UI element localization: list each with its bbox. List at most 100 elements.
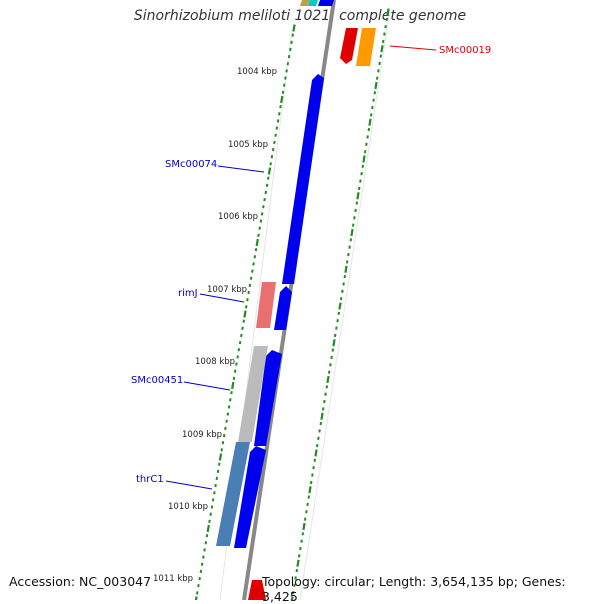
minor-tick: [235, 370, 236, 373]
minor-tick: [264, 198, 265, 201]
minor-tick: [218, 470, 219, 473]
minor-tick: [262, 212, 263, 215]
minor-tick: [270, 162, 271, 165]
minor-tick: [207, 534, 208, 537]
minor-tick: [225, 427, 226, 430]
minor-tick: [217, 477, 218, 480]
outer-tick-ring: [291, 9, 388, 600]
minor-tick: [284, 84, 285, 87]
minor-tick: [263, 205, 264, 208]
major-tick: [281, 96, 282, 103]
minor-tick: [283, 91, 284, 94]
minor-tick: [206, 541, 207, 544]
major-tick: [387, 9, 388, 16]
major-tick: [381, 45, 382, 52]
minor-tick: [223, 441, 224, 444]
major-tick: [333, 339, 334, 346]
minor-tick: [239, 348, 240, 351]
major-tick: [357, 192, 358, 199]
accession-text: Accession: NC_003047: [9, 574, 151, 589]
minor-tick: [240, 341, 241, 344]
minor-tick: [226, 420, 227, 423]
major-tick: [303, 523, 304, 530]
pointer-rimj: [200, 294, 244, 302]
minor-tick: [236, 363, 237, 366]
minor-tick: [272, 155, 273, 158]
position-label-1010: 1010 kbp: [168, 502, 208, 512]
major-tick: [363, 156, 364, 163]
minor-tick: [210, 513, 211, 516]
major-tick: [339, 303, 340, 310]
major-tick: [297, 560, 298, 567]
major-tick: [327, 376, 328, 383]
major-tick: [315, 450, 316, 457]
minor-tick: [288, 62, 289, 65]
label-smc00019[interactable]: SMc00019: [439, 45, 491, 56]
minor-tick: [213, 498, 214, 501]
minor-tick: [199, 577, 200, 580]
major-tick: [244, 311, 245, 318]
label-smc00074[interactable]: SMc00074: [165, 159, 217, 170]
minor-tick: [244, 320, 245, 323]
minor-tick: [224, 434, 225, 437]
minor-tick: [259, 227, 260, 230]
pointer-smc00074: [218, 166, 264, 172]
major-tick: [257, 239, 258, 246]
minor-tick: [215, 484, 216, 487]
minor-tick: [219, 463, 220, 466]
minor-tick: [214, 491, 215, 494]
minor-tick: [241, 334, 242, 337]
minor-tick: [268, 177, 269, 180]
minor-tick: [212, 506, 213, 509]
minor-tick: [246, 305, 247, 308]
minor-tick: [221, 448, 222, 451]
major-tick: [309, 486, 310, 493]
minor-tick: [267, 184, 268, 187]
gene-orange[interactable]: [356, 28, 376, 66]
minor-tick: [204, 548, 205, 551]
minor-tick: [289, 55, 290, 58]
minor-tick: [230, 398, 231, 401]
position-label-1005: 1005 kbp: [228, 140, 268, 150]
minor-tick: [266, 191, 267, 194]
pointer-smc00019: [390, 46, 436, 50]
minor-tick: [201, 570, 202, 573]
major-tick: [321, 413, 322, 420]
minor-tick: [274, 141, 275, 144]
minor-tick: [209, 520, 210, 523]
major-tick: [195, 597, 196, 600]
position-label-1004: 1004 kbp: [237, 67, 277, 77]
minor-tick: [286, 69, 287, 72]
minor-tick: [237, 355, 238, 358]
minor-tick: [280, 105, 281, 108]
minor-tick: [255, 255, 256, 258]
minor-tick: [275, 134, 276, 137]
gene-smc00019[interactable]: [340, 28, 358, 64]
minor-tick: [253, 262, 254, 265]
gene-smc00074[interactable]: [282, 74, 324, 284]
minor-tick: [248, 291, 249, 294]
minor-tick: [228, 413, 229, 416]
label-rimj[interactable]: rimJ: [178, 288, 198, 299]
minor-tick: [285, 77, 286, 80]
gene-rimj-partner[interactable]: [274, 286, 292, 330]
minor-tick: [293, 34, 294, 37]
minor-tick: [258, 234, 259, 237]
minor-tick: [234, 377, 235, 380]
label-smc00451[interactable]: SMc00451: [131, 375, 183, 386]
minor-tick: [279, 112, 280, 115]
minor-tick: [231, 391, 232, 394]
major-tick: [232, 382, 233, 389]
position-label-1009: 1009 kbp: [182, 430, 222, 440]
position-label-1008: 1008 kbp: [195, 357, 235, 367]
major-tick: [208, 525, 209, 532]
major-tick: [345, 266, 346, 273]
minor-tick: [273, 148, 274, 151]
minor-tick: [203, 556, 204, 559]
gene-top-blue[interactable]: [318, 0, 334, 6]
minor-tick: [261, 220, 262, 223]
major-tick: [375, 82, 376, 89]
major-tick: [293, 25, 294, 32]
label-thrc1[interactable]: thrC1: [136, 474, 164, 485]
